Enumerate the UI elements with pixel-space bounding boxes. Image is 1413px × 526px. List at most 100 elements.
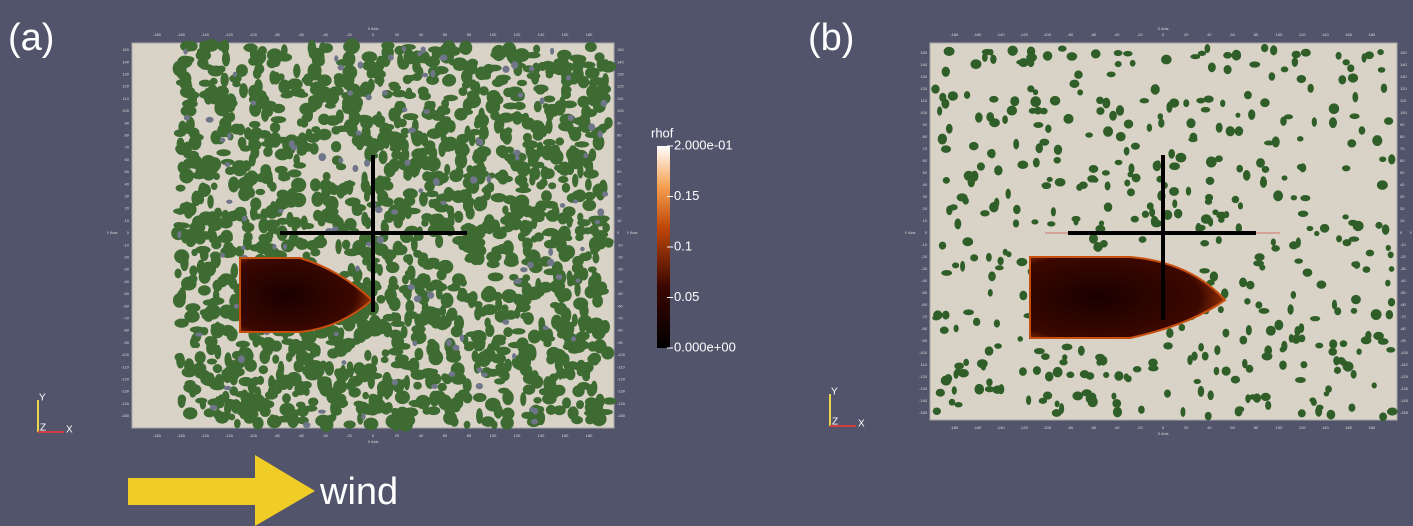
x-tick-label: -40 [322,32,329,37]
axis-title: X Axis [367,26,378,31]
y-tick-label: -40 [123,279,130,284]
y-tick-label: 100 [122,108,129,113]
y-tick-label: -20 [123,254,130,259]
x-tick-label: 140 [1322,32,1329,37]
x-tick-label: 40 [1207,425,1212,430]
y-tick-label: 30 [923,194,928,199]
y-tick-label: 100 [1400,110,1407,115]
colorbar-label: 0.000e+00 [674,339,736,354]
axis-label: Y [39,393,46,404]
x-tick-label: -100 [1043,425,1052,430]
y-tick-label: 80 [125,132,130,137]
x-tick-label: 140 [1322,425,1329,430]
y-tick-label: -30 [1400,266,1407,271]
y-tick-label: 130 [1400,74,1407,79]
y-tick-label: -110 [919,362,927,367]
y-tick-label: -10 [1400,242,1407,247]
x-tick-label: -160 [973,32,982,37]
x-tick-label: -60 [1091,32,1098,37]
y-tick-label: -90 [1400,338,1407,343]
y-tick-label: -60 [921,302,928,307]
y-tick-label: -60 [123,303,130,308]
y-tick-label: -10 [921,242,928,247]
y-tick-label: 90 [923,122,928,127]
y-tick-label: 120 [1400,86,1407,91]
axis-title: Y Axis [1409,230,1413,235]
x-tick-label: -160 [973,425,982,430]
colorbar-title: rhof [651,125,674,140]
x-tick-label: 140 [538,32,545,37]
x-tick-label: 180 [586,32,593,37]
colorbar-label: 2.000e-01 [674,137,733,152]
x-tick-label: 160 [562,433,569,438]
y-tick-label: -150 [617,413,626,418]
screenshot: (a) (b) rhof 2.000e-010.150.10.050.000e+… [0,0,1413,526]
x-tick-label: -80 [274,433,281,438]
y-tick-label: 110 [617,96,624,101]
x-tick-label: 160 [562,32,569,37]
y-tick-label: 120 [122,84,129,89]
colorbar-label: 0.05 [674,289,699,304]
x-tick-label: -80 [1067,32,1074,37]
y-tick-label: 90 [617,120,622,125]
y-tick-label: -10 [123,242,130,247]
x-tick-label: -40 [1114,32,1121,37]
x-tick-label: -120 [1020,32,1029,37]
x-tick-label: 160 [1345,32,1352,37]
y-tick-label: 110 [123,96,130,101]
y-tick-label: 150 [617,47,624,52]
x-tick-label: 80 [1254,32,1259,37]
y-tick-label: -20 [921,254,928,259]
axis-title: Y Axis [106,230,117,235]
y-tick-label: 130 [920,74,927,79]
y-tick-label: -100 [1400,350,1409,355]
x-tick-label: -180 [153,433,162,438]
x-tick-label: 60 [1230,32,1235,37]
x-tick-label: 180 [586,433,593,438]
y-tick-label: -150 [1400,410,1409,415]
x-tick-label: 60 [443,433,448,438]
x-tick-label: 20 [1184,32,1189,37]
x-tick-label: -80 [274,32,281,37]
y-tick-label: -130 [1400,386,1409,391]
y-tick-label: -40 [617,279,624,284]
x-tick-label: -40 [322,433,329,438]
x-tick-label: -20 [1137,32,1144,37]
x-tick-label: 60 [443,32,448,37]
y-tick-label: 20 [125,206,130,211]
x-tick-label: -80 [1067,425,1074,430]
x-tick-label: 100 [1276,32,1283,37]
x-tick-label: 100 [1276,425,1283,430]
y-tick-label: 90 [1400,122,1405,127]
x-tick-label: 180 [1368,425,1375,430]
y-tick-label: 40 [617,181,622,186]
y-tick-label: -80 [921,326,928,331]
y-tick-label: -80 [123,328,130,333]
x-tick-label: -120 [225,433,234,438]
y-tick-label: 50 [125,169,130,174]
y-tick-label: -30 [617,267,624,272]
x-tick-label: 120 [514,433,521,438]
y-tick-label: -100 [121,352,130,357]
x-tick-label: -100 [1043,32,1052,37]
x-tick-label: -40 [1114,425,1121,430]
y-tick-label: 120 [617,84,624,89]
axis-title: X Axis [367,439,378,444]
y-tick-label: -70 [921,314,928,319]
y-tick-label: 100 [617,108,624,113]
y-tick-label: -20 [617,254,624,259]
x-tick-label: -60 [1091,425,1098,430]
y-tick-label: -60 [617,303,624,308]
x-tick-label: 40 [1207,32,1212,37]
axis-title: X Axis [1157,431,1168,436]
x-tick-label: -20 [346,32,353,37]
y-tick-label: -90 [921,338,928,343]
y-tick-label: 70 [1400,146,1405,151]
y-tick-label: -50 [1400,290,1407,295]
y-tick-label: 140 [1400,62,1407,67]
y-tick-label: 80 [1400,134,1405,139]
y-tick-label: 60 [923,158,928,163]
x-tick-label: 20 [1184,425,1189,430]
x-tick-label: 80 [467,32,472,37]
y-tick-label: 80 [617,132,622,137]
